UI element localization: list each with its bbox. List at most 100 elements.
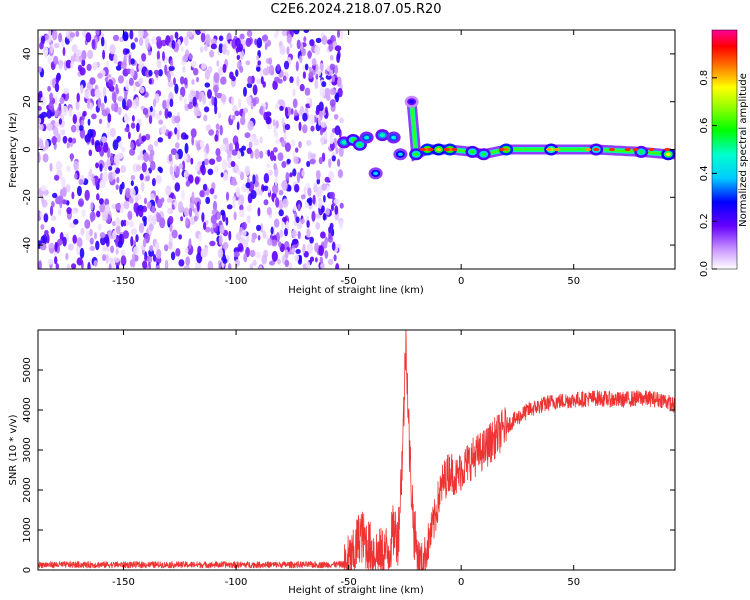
spectrogram-noise-blob bbox=[142, 238, 147, 248]
spectrogram-noise-blob bbox=[108, 165, 113, 171]
spectrogram-noise-blob bbox=[339, 202, 344, 209]
spectrogram-noise-blob bbox=[131, 253, 136, 263]
spectrogram-noise-blob bbox=[301, 169, 305, 177]
spectrogram-noise-blob bbox=[282, 75, 287, 82]
spectrogram-noise-blob bbox=[62, 236, 67, 247]
spectrogram-noise-blob bbox=[285, 220, 289, 231]
spectrogram-noise-blob bbox=[181, 46, 184, 53]
spectrogram-noise-blob bbox=[53, 126, 59, 137]
spectrogram-noise-blob bbox=[240, 150, 245, 157]
spectrogram-noise-blob bbox=[162, 99, 167, 110]
spectrogram-noise-blob bbox=[297, 203, 301, 210]
spectrogram-noise-blob bbox=[174, 31, 179, 39]
spectrogram-signal-blob bbox=[357, 142, 363, 147]
spectrogram-noise-blob bbox=[54, 96, 58, 106]
spectrogram-noise-blob bbox=[54, 256, 58, 265]
spectrogram-noise-blob bbox=[178, 163, 183, 170]
spectrogram-noise-blob bbox=[204, 69, 210, 80]
snr-x-tick-label: -150 bbox=[112, 577, 135, 588]
spectrogram-noise-blob bbox=[308, 197, 313, 206]
spectrogram-noise-blob bbox=[113, 257, 120, 263]
spectrogram-noise-blob bbox=[312, 194, 316, 205]
spectrogram-noise-blob bbox=[279, 229, 284, 238]
spectrogram-noise-blob bbox=[117, 96, 124, 102]
spectrogram-noise-blob bbox=[239, 204, 244, 211]
spectrogram-noise-blob bbox=[81, 50, 87, 61]
spectrogram-noise-blob bbox=[255, 251, 262, 259]
spectrogram-noise-blob bbox=[284, 142, 291, 152]
spectrogram-noise-blob bbox=[162, 51, 165, 62]
spectrogram-noise-blob bbox=[130, 58, 135, 65]
spectrogram-noise-blob bbox=[191, 90, 197, 97]
spectrogram-noise-blob bbox=[71, 209, 77, 215]
spectrogram-noise-blob bbox=[92, 61, 98, 71]
spectrogram-noise-blob bbox=[222, 63, 227, 73]
spectrogram-noise-blob bbox=[222, 43, 227, 55]
spectrogram-noise-blob bbox=[76, 123, 80, 133]
spectrogram-noise-blob bbox=[308, 71, 314, 79]
spectrogram-noise-blob bbox=[153, 69, 160, 75]
spectrogram-noise-blob bbox=[44, 140, 49, 150]
spectrogram-noise-blob bbox=[102, 49, 106, 60]
spectrogram-noise-blob bbox=[191, 79, 195, 85]
spectrogram-noise-blob bbox=[80, 84, 84, 94]
spectrogram-noise-blob bbox=[203, 106, 210, 113]
spectrogram-noise-blob bbox=[156, 58, 162, 69]
spectrogram-noise-blob bbox=[300, 218, 305, 224]
spectrogram-noise-blob bbox=[179, 95, 183, 102]
spectrogram-noise-blob bbox=[245, 60, 251, 66]
spectrogram-noise-blob bbox=[89, 245, 96, 252]
spectrogram-noise-blob bbox=[154, 241, 160, 250]
spectrogram-noise-blob bbox=[134, 37, 139, 43]
spectrogram-noise-blob bbox=[128, 54, 132, 66]
spectrogram-noise-blob bbox=[210, 214, 217, 224]
spectrogram-noise-blob bbox=[129, 30, 134, 40]
spectrogram-noise-blob bbox=[87, 118, 91, 126]
spectrogram-noise-blob bbox=[259, 105, 264, 116]
spectrogram-noise-blob bbox=[169, 98, 174, 108]
spectrogram-noise-blob bbox=[315, 109, 320, 116]
spectrogram-noise-blob bbox=[168, 153, 173, 162]
spectrogram-noise-blob bbox=[165, 185, 172, 196]
spectrogram-noise-blob bbox=[180, 86, 186, 98]
spectrogram-noise-blob bbox=[303, 36, 307, 43]
snr-x-tick-label: -50 bbox=[340, 577, 356, 588]
spectrogram-noise-blob bbox=[70, 124, 77, 133]
spectrogram-noise-blob bbox=[112, 139, 119, 151]
spectrogram-noise-blob bbox=[268, 57, 273, 65]
spectrogram-noise bbox=[38, 30, 344, 269]
spectrogram-noise-blob bbox=[123, 200, 130, 210]
spectrogram-noise-blob bbox=[58, 103, 62, 111]
spectrogram-noise-blob bbox=[111, 203, 117, 209]
spectrogram-noise-blob bbox=[260, 223, 264, 233]
spectrogram-noise-blob bbox=[331, 155, 336, 162]
spectrogram-noise-blob bbox=[241, 221, 247, 230]
spectrogram-noise-blob bbox=[335, 147, 339, 155]
snr-y-label: SNR (10 * v/v) bbox=[8, 414, 19, 485]
spectrogram-noise-blob bbox=[53, 174, 60, 181]
spectrogram-noise-blob bbox=[210, 43, 217, 50]
spectrogram-noise-blob bbox=[265, 116, 271, 125]
spectrogram-noise-blob bbox=[111, 91, 117, 102]
spectrogram-noise-blob bbox=[56, 133, 61, 143]
spectrogram-noise-blob bbox=[241, 229, 247, 237]
spectrogram-noise-blob bbox=[185, 180, 191, 187]
spectrogram-noise-blob bbox=[72, 234, 77, 244]
spectrogram-noise-blob bbox=[125, 79, 130, 91]
spectrogram-noise-blob bbox=[127, 131, 131, 140]
spectrogram-noise-blob bbox=[239, 171, 245, 181]
spectrogram-signal-blob bbox=[632, 147, 639, 152]
spectrogram-noise-blob bbox=[108, 257, 114, 264]
spectrogram-noise-blob bbox=[66, 263, 71, 269]
spectrogram-noise-blob bbox=[239, 43, 243, 52]
spectrogram-noise-blob bbox=[199, 190, 205, 198]
spectrogram-noise-blob bbox=[207, 168, 214, 175]
spectrogram-noise-blob bbox=[298, 255, 302, 262]
spectrogram-noise-blob bbox=[288, 185, 292, 192]
spectrogram-noise-blob bbox=[325, 207, 330, 216]
snr-y-tick-label: 4000 bbox=[22, 397, 33, 422]
spectrogram-noise-blob bbox=[274, 177, 278, 186]
spectrogram-noise-blob bbox=[221, 159, 228, 170]
spectrogram-noise-blob bbox=[115, 224, 121, 235]
spectrogram-noise-blob bbox=[57, 195, 64, 204]
